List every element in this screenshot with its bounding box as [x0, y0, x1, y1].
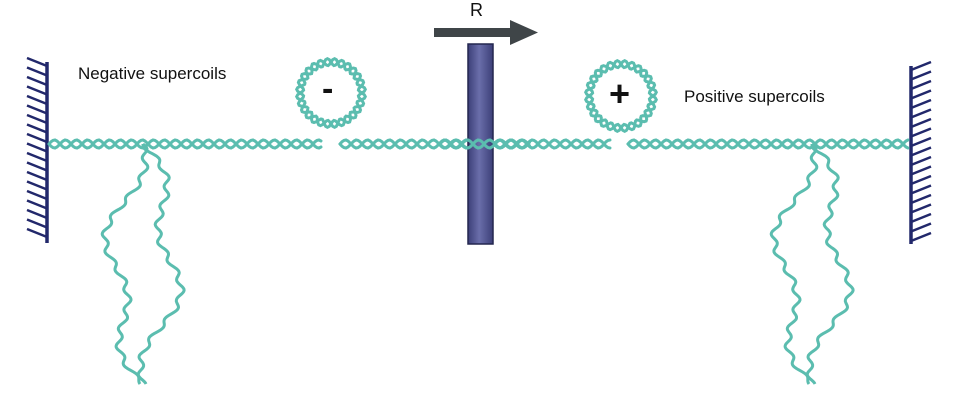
- left-plectoneme: [100, 142, 186, 385]
- positive-supercoils-label: Positive supercoils: [684, 87, 825, 106]
- right-anchor-wall: [909, 60, 932, 244]
- r-label: R: [470, 0, 483, 20]
- negative-supercoil-loop: [295, 57, 367, 129]
- positive-supercoil-loop: [584, 59, 658, 133]
- direction-arrow-icon: [434, 20, 538, 45]
- negative-supercoils-label: Negative supercoils: [78, 64, 227, 83]
- dna-front-segment: [438, 138, 532, 150]
- minus-sign: -: [322, 70, 334, 108]
- right-plectoneme: [769, 142, 855, 385]
- left-anchor-wall: [26, 56, 49, 243]
- plus-sign: +: [609, 73, 631, 114]
